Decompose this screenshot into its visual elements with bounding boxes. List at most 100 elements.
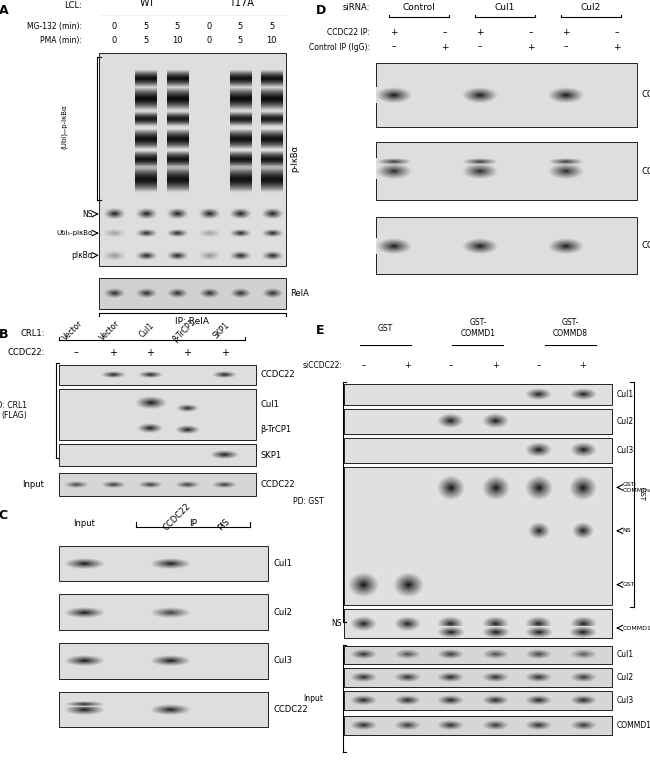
Text: 5: 5 <box>238 22 243 31</box>
Text: Cul3: Cul3 <box>616 696 634 705</box>
Text: β-TrCP1: β-TrCP1 <box>171 317 198 344</box>
Text: 10: 10 <box>172 36 183 45</box>
Text: COMMD1: COMMD1 <box>642 90 650 100</box>
Text: +: + <box>476 28 483 38</box>
Text: Cul1: Cul1 <box>273 559 292 568</box>
Bar <box>376 142 637 200</box>
Text: GST-
COMMDs: GST- COMMDs <box>623 482 650 493</box>
Text: +: + <box>562 28 569 38</box>
Text: –: – <box>563 43 567 51</box>
Text: Control: Control <box>402 3 436 11</box>
Text: +: + <box>404 361 411 370</box>
Text: Cul1: Cul1 <box>138 321 157 339</box>
Bar <box>58 365 256 385</box>
Text: +: + <box>183 348 192 358</box>
Text: GST-
COMMD1: GST- COMMD1 <box>460 319 495 338</box>
Text: 0: 0 <box>112 22 117 31</box>
Text: COMMD1: COMMD1 <box>616 721 650 730</box>
Text: pIκBα: pIκBα <box>71 250 92 260</box>
Text: 5: 5 <box>238 36 243 45</box>
Text: Cul2: Cul2 <box>616 673 634 683</box>
Text: COMMD10: COMMD10 <box>642 166 650 175</box>
Bar <box>344 466 612 605</box>
Text: Input: Input <box>73 519 96 528</box>
Text: +: + <box>390 28 397 38</box>
Text: SKP1: SKP1 <box>211 320 231 340</box>
Text: β-TrCP1: β-TrCP1 <box>261 425 291 434</box>
Bar <box>58 594 268 630</box>
Text: (Ubi)ₙ-p-IκBα: (Ubi)ₙ-p-IκBα <box>61 104 68 149</box>
Text: PD: GST: PD: GST <box>292 497 324 506</box>
Bar <box>344 409 612 434</box>
Bar <box>58 692 268 728</box>
Bar <box>58 546 268 581</box>
Text: +: + <box>441 43 448 51</box>
Text: GST: GST <box>623 582 636 587</box>
Text: Cul2: Cul2 <box>581 3 601 11</box>
Text: C: C <box>0 509 8 522</box>
Text: GST-
COMMD8: GST- COMMD8 <box>552 319 588 338</box>
Text: Input: Input <box>304 694 324 703</box>
Bar <box>99 54 286 267</box>
Bar <box>344 610 612 638</box>
Bar <box>344 384 612 404</box>
Text: +: + <box>146 348 154 358</box>
Text: –: – <box>477 43 482 51</box>
Text: MG-132 (min):: MG-132 (min): <box>27 22 82 31</box>
Text: +: + <box>220 348 229 358</box>
Text: –: – <box>73 348 79 358</box>
Text: CCDC22 IP:: CCDC22 IP: <box>327 28 370 38</box>
Text: Cul1: Cul1 <box>616 390 634 399</box>
Text: GST: GST <box>639 486 645 501</box>
Text: D: D <box>315 4 326 17</box>
Text: +: + <box>526 43 534 51</box>
Text: 0: 0 <box>206 22 211 31</box>
Text: PIS: PIS <box>216 517 231 533</box>
Bar <box>344 437 612 463</box>
Text: Vector: Vector <box>98 319 122 342</box>
Text: PMA (min):: PMA (min): <box>40 36 82 45</box>
Text: CRL1:: CRL1: <box>20 329 44 338</box>
Bar <box>376 218 637 274</box>
Text: LCL:: LCL: <box>64 2 82 10</box>
Text: RelA: RelA <box>291 289 309 298</box>
Text: 0: 0 <box>112 36 117 45</box>
Text: 5: 5 <box>269 22 274 31</box>
Text: –: – <box>528 28 533 38</box>
Text: B: B <box>0 329 8 342</box>
Text: CCDC22: CCDC22 <box>273 705 308 714</box>
Text: 5: 5 <box>175 22 180 31</box>
Text: –: – <box>442 28 447 38</box>
Text: GST: GST <box>378 324 393 332</box>
Bar <box>344 646 612 664</box>
Text: Cul2: Cul2 <box>273 607 292 617</box>
Text: Control IP (IgG):: Control IP (IgG): <box>309 43 370 51</box>
Text: –: – <box>448 361 453 370</box>
Text: Vector: Vector <box>61 319 84 342</box>
Text: Cul2: Cul2 <box>616 417 634 426</box>
Bar <box>376 63 637 126</box>
Text: A: A <box>0 4 8 17</box>
Text: T17A: T17A <box>229 0 254 8</box>
Text: p-IκBα: p-IκBα <box>291 145 300 172</box>
Text: CCDC22: CCDC22 <box>261 480 295 489</box>
Text: CCDC22: CCDC22 <box>261 371 295 379</box>
Bar <box>58 444 256 466</box>
Text: CCDC22: CCDC22 <box>642 241 650 250</box>
Text: siRNA:: siRNA: <box>342 3 370 11</box>
Bar <box>344 716 612 735</box>
Text: Cul3: Cul3 <box>616 446 634 455</box>
Text: 5: 5 <box>144 36 149 45</box>
Text: CCDC22: CCDC22 <box>162 502 192 533</box>
Text: Input: Input <box>23 480 44 489</box>
Bar <box>58 473 256 496</box>
Text: Cul3: Cul3 <box>273 656 292 666</box>
Text: siCCDC22:: siCCDC22: <box>303 361 343 370</box>
Bar <box>344 669 612 687</box>
Text: +: + <box>580 361 586 370</box>
Text: E: E <box>315 324 324 337</box>
Text: NS: NS <box>331 620 341 628</box>
Text: CCDC22:: CCDC22: <box>7 348 44 357</box>
Text: IP: RelA: IP: RelA <box>176 316 209 326</box>
Text: 10: 10 <box>266 36 277 45</box>
